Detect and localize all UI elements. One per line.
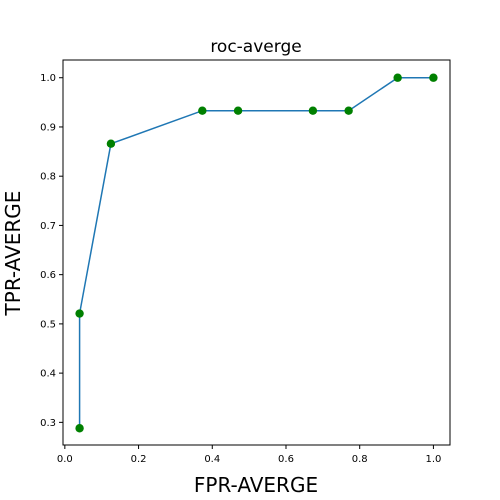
series-group (75, 73, 438, 433)
y-axis-label: TPR-AVERGE (1, 191, 25, 317)
y-tick-label: 0.6 (40, 270, 56, 281)
x-tick-label: 1.0 (425, 454, 441, 465)
data-point (393, 73, 402, 82)
data-point (429, 73, 438, 82)
y-tick-label: 0.5 (40, 319, 56, 330)
data-point (106, 139, 116, 148)
y-tick-label: 0.8 (40, 172, 56, 183)
data-point (198, 106, 207, 115)
y-axis: 0.3 0.4 0.5 0.6 0.7 0.8 0.9 1.0 (40, 73, 63, 429)
y-tick-label: 0.7 (40, 221, 56, 232)
data-point (233, 106, 243, 115)
chart-title: roc-averge (210, 37, 301, 57)
x-axis: 0.0 0.2 0.4 0.6 0.8 1.0 (57, 445, 441, 465)
x-tick-label: 0.0 (57, 454, 73, 465)
data-point (75, 309, 84, 318)
x-tick-label: 0.8 (352, 454, 368, 465)
data-point (75, 424, 84, 433)
y-tick-label: 0.3 (40, 418, 56, 429)
x-tick-label: 0.2 (131, 454, 147, 465)
data-point (344, 106, 353, 115)
y-tick-label: 0.4 (40, 369, 56, 380)
x-tick-label: 0.4 (204, 454, 220, 465)
data-point (308, 106, 318, 115)
x-tick-label: 0.6 (278, 454, 294, 465)
y-tick-label: 0.9 (40, 122, 56, 133)
x-axis-label: FPR-AVERGE (194, 473, 318, 497)
y-tick-label: 1.0 (40, 73, 56, 84)
plot-area (62, 59, 451, 446)
